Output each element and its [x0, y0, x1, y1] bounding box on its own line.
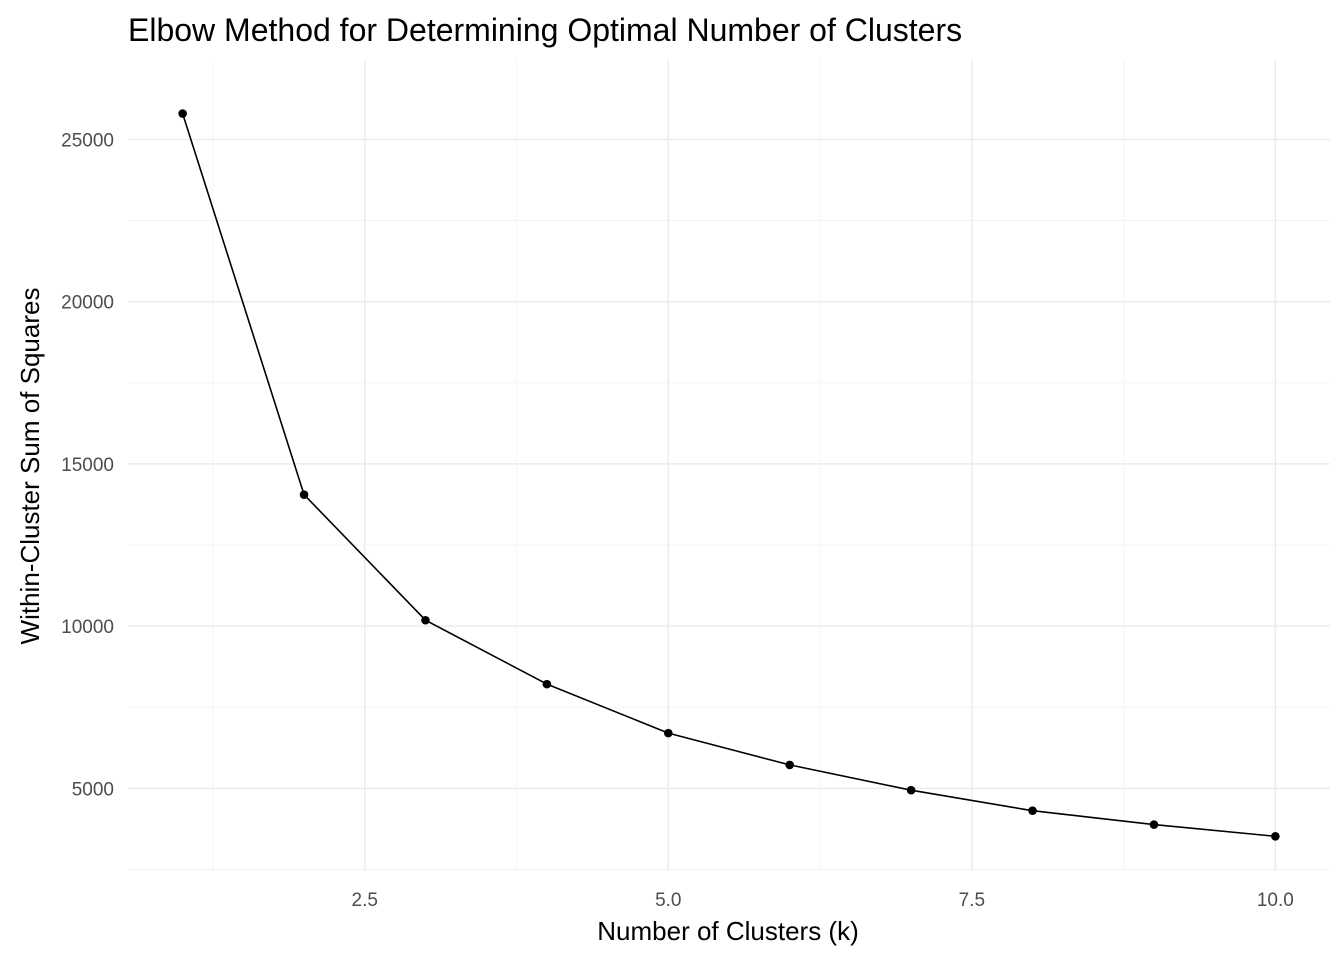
y-tick-label: 25000	[61, 130, 114, 151]
y-axis-title: Within-Cluster Sum of Squares	[15, 288, 45, 645]
data-point	[906, 785, 916, 795]
series-layer	[178, 109, 1280, 841]
data-point	[1028, 806, 1037, 815]
major-gridlines	[128, 60, 1330, 871]
x-tick-label: 2.5	[352, 890, 378, 911]
y-tick-label: 20000	[61, 293, 114, 314]
x-tick-label: 5.0	[655, 890, 681, 911]
data-point	[663, 728, 673, 738]
x-tick-label: 7.5	[959, 890, 985, 911]
chart-title: Elbow Method for Determining Optimal Num…	[128, 12, 962, 48]
data-point	[1271, 831, 1280, 841]
data-point	[299, 490, 309, 499]
data-point	[785, 760, 795, 770]
x-axis-title: Number of Clusters (k)	[597, 916, 859, 946]
data-point	[1149, 820, 1159, 829]
x-tick-label: 10.0	[1257, 890, 1294, 911]
x-tick-labels: 2.5 5.0 7.5 10.0	[352, 890, 1294, 911]
y-tick-label: 10000	[61, 617, 114, 638]
data-point	[421, 615, 430, 625]
minor-gridlines	[128, 60, 1330, 871]
y-tick-labels: 5000 10000 15000 20000 25000	[61, 130, 114, 800]
data-point	[542, 679, 552, 689]
y-tick-label: 5000	[72, 779, 114, 800]
y-tick-label: 15000	[61, 455, 114, 476]
data-point	[178, 109, 187, 118]
series-line	[181, 113, 1276, 838]
